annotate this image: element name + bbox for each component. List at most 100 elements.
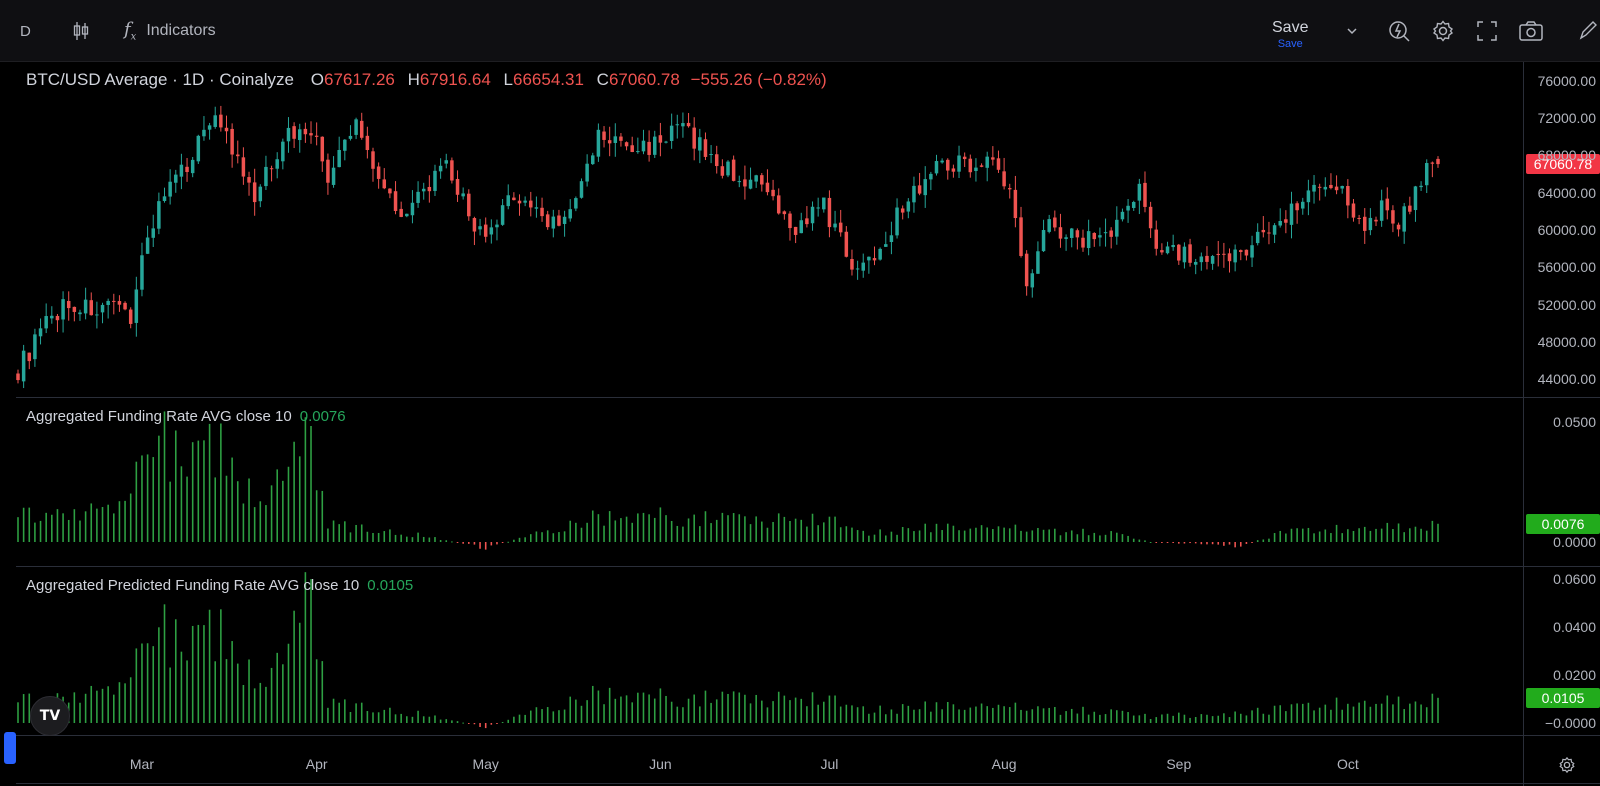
histogram-bar — [208, 609, 211, 723]
histogram-bar — [265, 505, 267, 542]
candle — [72, 306, 77, 322]
histogram-bar — [715, 519, 718, 542]
histogram-bar — [704, 511, 707, 542]
candle — [1244, 249, 1249, 261]
histogram-bar — [1217, 542, 1220, 545]
candle — [157, 192, 161, 235]
candles-icon — [73, 22, 89, 40]
histogram-bar — [862, 530, 865, 542]
histogram-bar — [873, 712, 876, 723]
funding-pane[interactable]: Aggregated Funding Rate AVG close 10 0.00… — [16, 398, 1524, 566]
histogram-bar — [1116, 532, 1118, 542]
funding-histogram[interactable] — [16, 398, 1524, 566]
candle — [252, 168, 257, 216]
histogram-bar — [828, 695, 831, 723]
candle — [66, 291, 71, 321]
candlestick-chart[interactable] — [16, 62, 1524, 398]
histogram-bar — [191, 625, 194, 723]
symbol-title[interactable]: BTC/USD Average · 1D · Coinalyze — [26, 70, 295, 89]
fullscreen-button[interactable] — [1474, 18, 1500, 44]
candle — [309, 121, 313, 144]
tradingview-logo[interactable]: TV — [30, 696, 70, 736]
pane-separator[interactable] — [16, 397, 1600, 398]
histogram-bar — [834, 695, 836, 723]
histogram-bar — [1285, 711, 1287, 723]
histogram-bar — [580, 705, 583, 723]
histogram-bar — [197, 624, 200, 723]
histogram-bar — [242, 684, 245, 723]
histogram-bar — [321, 490, 324, 542]
predicted-title[interactable]: Aggregated Predicted Funding Rate AVG cl… — [26, 577, 360, 594]
save-menu-button[interactable] — [1346, 18, 1362, 44]
histogram-bar — [794, 697, 797, 723]
candle — [314, 122, 319, 146]
candle — [551, 209, 556, 238]
histogram-bar — [248, 659, 250, 723]
histogram-bar — [1420, 704, 1422, 723]
histogram-bar — [1194, 717, 1197, 723]
histogram-bar — [1178, 712, 1180, 723]
drawing-button[interactable] — [1574, 18, 1600, 44]
histogram-bar — [1347, 703, 1349, 723]
predicted-histogram[interactable] — [16, 567, 1524, 735]
histogram-bar — [1110, 531, 1112, 542]
histogram-bar — [1375, 528, 1377, 542]
histogram-bar — [338, 524, 340, 542]
candle — [754, 174, 758, 188]
interval-button[interactable]: D — [20, 22, 31, 40]
histogram-bar — [620, 696, 622, 723]
chart-settings-button[interactable] — [1558, 756, 1576, 779]
candle — [1289, 191, 1294, 239]
close-value: 67060.78 — [608, 70, 680, 89]
predicted-axis[interactable]: 0.0105 0.0600 0.0400 0.0200 −0.0000 — [1524, 567, 1600, 735]
high-key: H — [407, 70, 420, 89]
histogram-bar — [834, 516, 836, 542]
histogram-bar — [265, 686, 267, 723]
histogram-bar — [259, 682, 262, 723]
pane-separator[interactable] — [16, 735, 1600, 736]
histogram-bar — [462, 722, 464, 724]
funding-title[interactable]: Aggregated Funding Rate AVG close 10 — [26, 408, 292, 425]
candle — [1357, 214, 1361, 225]
histogram-bar — [451, 720, 453, 723]
candle — [709, 145, 713, 164]
histogram-bar — [575, 699, 577, 723]
histogram-bar — [293, 441, 295, 542]
settings-button[interactable] — [1430, 18, 1456, 44]
candle — [467, 189, 471, 221]
histogram-bar — [1144, 713, 1146, 723]
histogram-bar — [366, 531, 369, 542]
predicted-pane[interactable]: Aggregated Predicted Funding Rate AVG cl… — [16, 567, 1524, 735]
histogram-bar — [451, 541, 453, 543]
price-axis[interactable]: 67060.78 76000.00 72000.00 68000.00 64000.0… — [1524, 62, 1600, 398]
save-button[interactable]: Save Save — [1272, 20, 1308, 54]
sidebar-toggle-handle[interactable] — [4, 732, 16, 764]
histogram-bar — [997, 704, 1000, 723]
histogram-bar — [1121, 534, 1124, 542]
screenshot-button[interactable] — [1518, 18, 1544, 44]
candle — [1131, 200, 1136, 211]
time-axis[interactable]: Mar Apr May Jun Jul Aug Sep Oct — [16, 750, 1524, 786]
histogram-bar — [1307, 527, 1310, 542]
candle — [776, 188, 781, 215]
price-pane[interactable]: BTC/USD Average · 1D · Coinalyze O67617.… — [16, 62, 1524, 398]
histogram-bar — [603, 525, 605, 542]
histogram-bar — [1341, 533, 1343, 542]
indicators-button[interactable]: fx Indicators — [124, 18, 216, 44]
histogram-bar — [699, 706, 701, 723]
pane-separator[interactable] — [16, 566, 1600, 567]
candle — [106, 298, 110, 319]
alert-button[interactable] — [1386, 18, 1412, 44]
histogram-bar — [884, 535, 887, 542]
candle — [827, 190, 832, 238]
histogram-bar — [473, 542, 476, 545]
candle — [793, 226, 798, 244]
histogram-bar — [1155, 542, 1158, 543]
chart-type-button[interactable] — [70, 18, 94, 44]
histogram-bar — [276, 469, 278, 542]
histogram-bar — [1369, 706, 1372, 723]
histogram-bar — [789, 700, 791, 723]
histogram-bar — [766, 527, 769, 542]
histogram-bar — [1104, 714, 1107, 723]
funding-axis[interactable]: 0.0076 0.0500 0.0000 — [1524, 398, 1600, 566]
